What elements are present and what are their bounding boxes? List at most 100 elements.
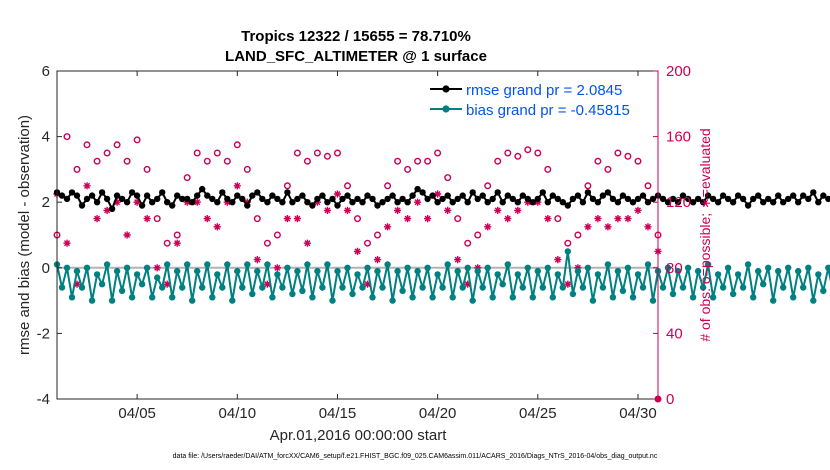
obs-possible-point	[464, 239, 472, 247]
bias-point	[574, 267, 582, 275]
bias-point	[269, 294, 276, 301]
bias-point	[384, 261, 391, 268]
obs-possible-point	[644, 182, 652, 190]
obs-possible-point	[313, 149, 321, 157]
obs-possible-point	[243, 165, 251, 173]
bias-point	[644, 261, 652, 268]
bias-point	[624, 264, 632, 271]
obs-evaluated-point	[614, 215, 622, 223]
obs-possible-point	[624, 152, 632, 160]
rmse-point	[424, 195, 431, 203]
bias-point	[138, 281, 146, 288]
rmse-point	[579, 199, 587, 206]
rmse-point	[569, 195, 577, 203]
obs-possible-point	[153, 215, 161, 223]
y-axis-ticks: -4 -2 0 2 4 6	[37, 63, 62, 408]
rmse-point	[108, 205, 116, 212]
bias-point	[113, 267, 121, 275]
obs-evaluated-point	[153, 264, 161, 272]
bias-point	[739, 284, 747, 291]
bias-point	[249, 290, 256, 298]
bias-point	[709, 294, 717, 301]
bias-point	[314, 267, 321, 275]
bias-point	[259, 284, 266, 291]
rmse-point	[684, 195, 692, 203]
obs-possible-point	[323, 152, 331, 160]
rmse-point	[174, 192, 181, 199]
obs-evaluated-point	[373, 256, 382, 264]
bias-point	[219, 284, 226, 291]
rmse-point	[604, 189, 612, 196]
obs-evaluated-point	[504, 215, 512, 223]
rmse-point	[98, 189, 106, 196]
obs-possible-point	[384, 182, 392, 190]
obs-evaluated-point	[323, 206, 332, 214]
bias-point	[424, 264, 431, 271]
bias-point	[689, 294, 697, 301]
obs-evaluated-point	[434, 190, 442, 198]
rmse-point	[519, 192, 526, 199]
rmse-point	[344, 192, 351, 199]
bias-point	[639, 284, 647, 291]
y2-tick-label: 160	[666, 129, 691, 146]
rmse-point	[559, 199, 566, 206]
rmse-point	[118, 195, 126, 203]
rmse-point	[644, 199, 652, 206]
rmse-point	[249, 192, 256, 199]
rmse-point	[194, 192, 201, 199]
bias-point	[820, 287, 827, 294]
obs-evaluated-point	[113, 198, 121, 206]
rmse-point	[133, 192, 141, 199]
bias-point	[474, 267, 481, 275]
y2-tick-label: 200	[666, 63, 691, 80]
bias-point	[790, 294, 797, 301]
obs-possible-point	[484, 182, 492, 190]
y-tick-label: 2	[42, 194, 50, 211]
bias-point	[239, 284, 246, 291]
rmse-point	[719, 192, 727, 199]
bias-point	[254, 267, 261, 275]
data-file-footer: data file: /Users/raeder/DAI/ATM_forcXX/…	[173, 453, 658, 460]
bias-point	[123, 264, 131, 271]
rmse-point	[489, 195, 496, 203]
bias-point	[599, 284, 607, 291]
bias-point	[234, 267, 241, 275]
rmse-point	[484, 199, 491, 206]
bias-point	[755, 267, 762, 275]
bias-point	[805, 264, 812, 271]
legend-rmse-marker	[442, 85, 450, 93]
rmse-point	[259, 195, 266, 203]
rmse-point	[264, 199, 271, 206]
bias-point	[184, 261, 191, 268]
rmse-point	[224, 195, 231, 203]
bias-point	[514, 271, 521, 278]
bias-point	[694, 267, 702, 275]
rmse-point	[369, 195, 376, 203]
obs-evaluated-point	[283, 215, 291, 223]
rmse-point	[149, 199, 156, 206]
y-tick-label: 0	[42, 260, 50, 277]
bias-point	[329, 297, 336, 304]
bias-point	[734, 271, 742, 278]
rmse-point	[599, 192, 607, 199]
obs-evaluated-point	[73, 280, 81, 288]
obs-count-series	[53, 133, 662, 403]
rmse-point	[239, 195, 246, 203]
rmse-point	[143, 192, 151, 199]
bias-point	[88, 297, 96, 304]
rmse-point	[294, 195, 301, 203]
obs-possible-point	[594, 157, 602, 165]
rmse-point	[379, 199, 386, 206]
rmse-point	[609, 195, 617, 203]
bias-point	[554, 271, 561, 278]
rmse-point	[825, 195, 830, 203]
rmse-point	[529, 199, 536, 206]
bias-point	[699, 284, 707, 291]
rmse-point	[629, 199, 637, 206]
x-tick-label: 04/05	[118, 405, 156, 422]
obs-evaluated-point	[514, 206, 522, 214]
rmse-point	[694, 195, 702, 203]
bias-point	[810, 297, 817, 304]
obs-possible-point	[374, 231, 382, 239]
rmse-point	[339, 195, 346, 203]
